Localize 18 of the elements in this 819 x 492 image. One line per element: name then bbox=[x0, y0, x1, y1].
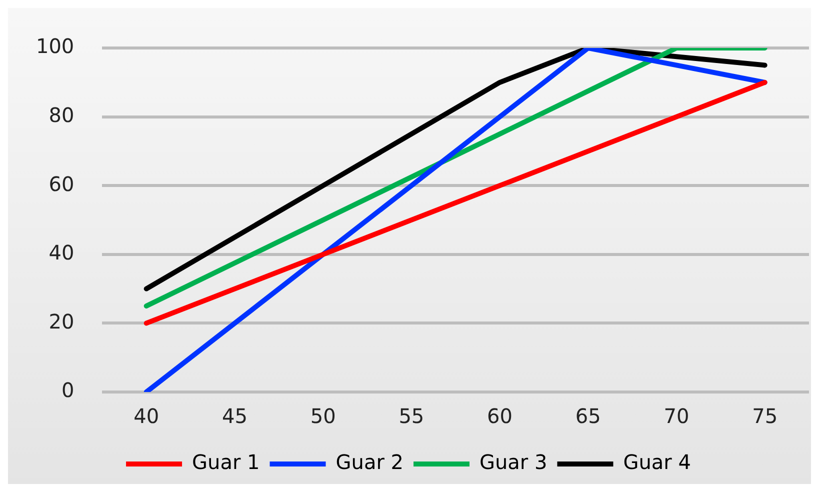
x-tick-label: 50 bbox=[310, 404, 336, 428]
x-tick-label: 45 bbox=[222, 404, 248, 428]
legend-label: Guar 3 bbox=[480, 450, 548, 474]
x-tick-label: 40 bbox=[134, 404, 160, 428]
x-tick-label: 75 bbox=[752, 404, 778, 428]
y-tick-label: 100 bbox=[36, 34, 74, 58]
x-tick-label: 65 bbox=[575, 404, 601, 428]
y-tick-label: 60 bbox=[48, 172, 74, 196]
y-tick-label: 20 bbox=[48, 309, 74, 334]
x-tick-label: 55 bbox=[398, 404, 424, 428]
x-tick-label: 60 bbox=[487, 404, 512, 428]
x-tick-label: 70 bbox=[664, 404, 690, 428]
y-tick-label: 0 bbox=[61, 378, 74, 402]
y-tick-label: 80 bbox=[48, 103, 74, 128]
y-tick-label: 40 bbox=[48, 240, 74, 265]
legend-label: Guar 2 bbox=[336, 450, 404, 474]
legend-label: Guar 1 bbox=[192, 450, 260, 474]
legend-label: Guar 4 bbox=[623, 450, 691, 474]
